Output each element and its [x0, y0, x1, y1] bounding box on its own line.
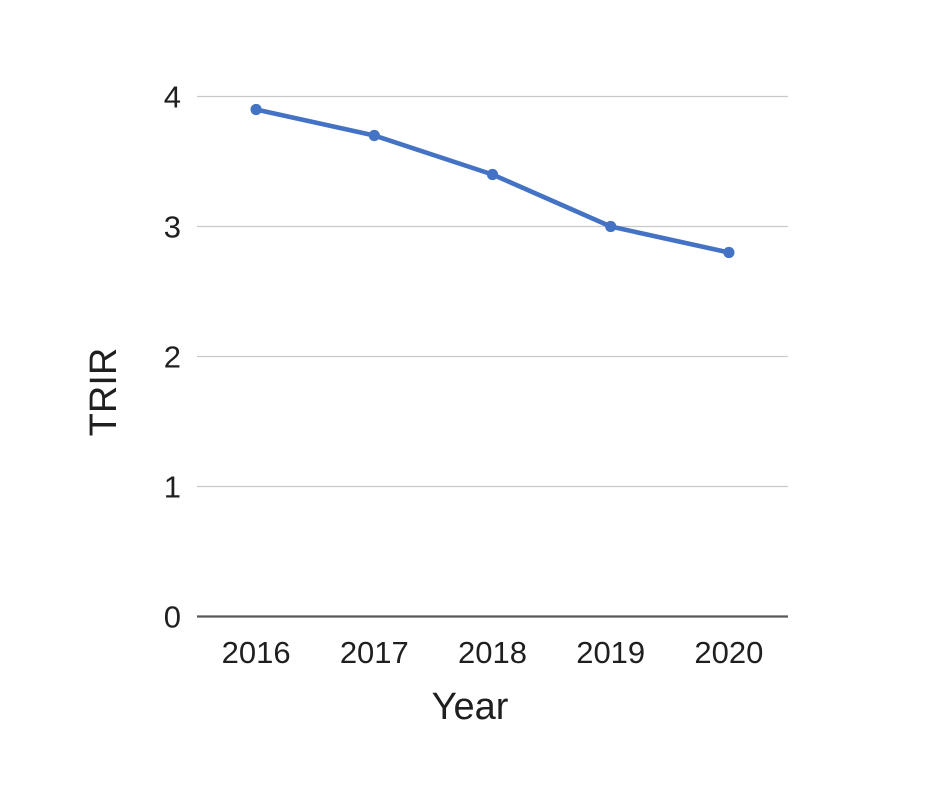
x-tick-label: 2017: [340, 635, 409, 670]
x-tick-label: 2020: [694, 635, 763, 670]
data-point-marker: [605, 220, 617, 233]
data-point-marker: [250, 103, 262, 116]
data-series: [250, 103, 735, 259]
x-tick-label: 2016: [222, 635, 291, 670]
y-tick-labels: 0 1 2 3 4: [164, 80, 181, 635]
x-axis-title: Year: [432, 686, 509, 728]
y-tick-label: 4: [164, 80, 181, 115]
data-point-marker: [368, 129, 380, 142]
x-tick-label: 2018: [458, 635, 527, 670]
trir-series-line: [253, 107, 732, 255]
data-point-marker: [723, 246, 735, 259]
x-tick-labels: 2016 2017 2018 2019 2020: [222, 635, 764, 670]
y-axis-title: TRIR: [83, 348, 125, 437]
y-tick-label: 3: [164, 210, 181, 245]
x-tick-label: 2019: [576, 635, 645, 670]
y-tick-label: 2: [164, 340, 181, 375]
gridlines: [197, 95, 788, 488]
y-tick-label: 0: [164, 600, 181, 635]
data-point-marker: [486, 168, 499, 181]
y-tick-label: 1: [164, 470, 181, 505]
